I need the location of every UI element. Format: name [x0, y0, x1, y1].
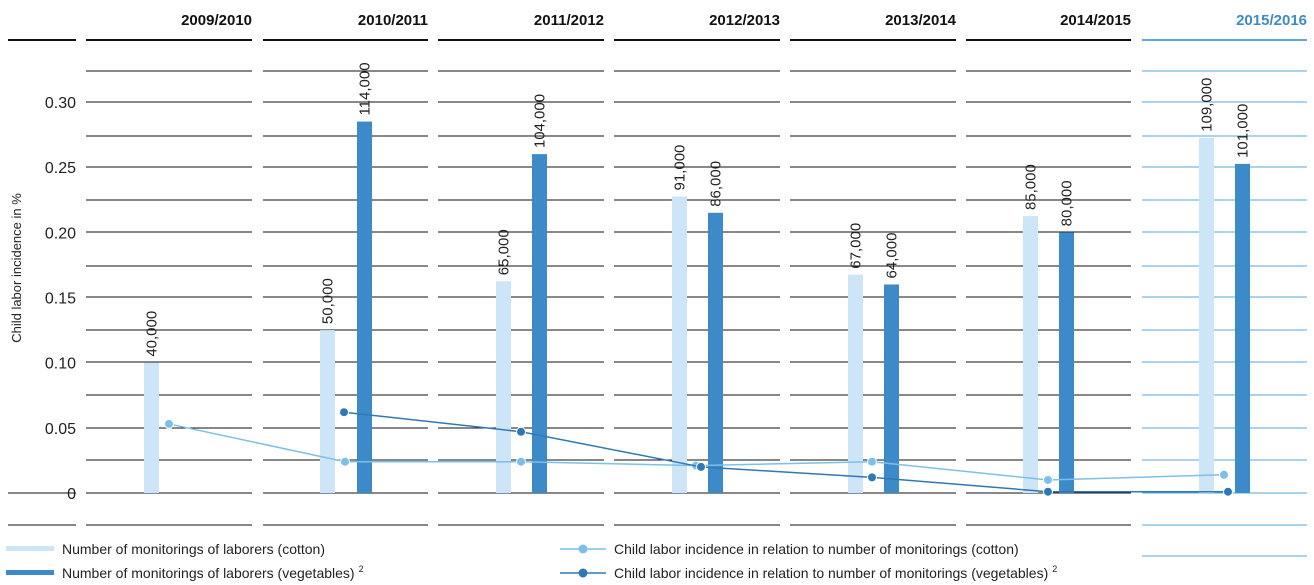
column-header: 2012/2013 — [709, 12, 780, 29]
bar-vegetables — [357, 121, 372, 493]
y-tick-label: 0.05 — [45, 421, 76, 438]
data-point — [339, 407, 349, 418]
y-tick-label: 0.25 — [45, 160, 76, 177]
y-tick-label: 0.20 — [45, 225, 76, 242]
column-header: 2014/2015 — [1060, 12, 1131, 29]
bar-cotton — [672, 196, 687, 493]
y-tick-label: 0.30 — [45, 95, 76, 112]
bar-vegetables — [1235, 163, 1250, 493]
bar-data-label: 86,000 — [708, 161, 725, 207]
bar-data-label: 64,000 — [884, 233, 901, 279]
data-point — [516, 426, 526, 437]
bar-data-label: 40,000 — [144, 311, 161, 357]
legend-label: Number of monitorings of laborers (cotto… — [62, 541, 325, 557]
legend-label: Number of monitorings of laborers (veget… — [62, 564, 364, 581]
bar-data-label: 80,000 — [1059, 180, 1076, 226]
data-point — [1043, 486, 1053, 497]
data-point — [867, 472, 877, 483]
bar-data-label: 67,000 — [848, 223, 865, 269]
bar-data-label: 114,000 — [357, 62, 374, 115]
bar-vegetables — [884, 284, 899, 493]
data-point — [164, 418, 174, 429]
bar-vegetables — [708, 212, 723, 493]
grid-lines — [8, 39, 1307, 557]
bar-vegetables — [532, 154, 547, 493]
y-tick-label: 0 — [67, 486, 76, 503]
column-header: 2011/2012 — [534, 12, 604, 29]
column-header: 2013/2014 — [885, 12, 957, 29]
bar-data-label: 91,000 — [672, 145, 689, 191]
bar-data-labels: 40,000 50,000 65,000 91,000 67,000 85,000 109,… — [144, 62, 1252, 356]
data-point — [1219, 469, 1229, 480]
bars — [144, 121, 1250, 493]
lines — [164, 407, 1233, 497]
column-header: 2015/2016 — [1236, 12, 1307, 29]
bar-cotton — [848, 274, 863, 493]
bar-cotton — [144, 362, 159, 493]
data-point — [1043, 474, 1053, 485]
column-header: 2010/2011 — [358, 12, 428, 29]
bar-data-label: 104,000 — [532, 94, 549, 148]
bar-vegetables — [1059, 232, 1074, 493]
legend-swatch-line-vegetables — [578, 568, 588, 578]
bar-data-label: 50,000 — [320, 278, 337, 324]
series-line — [343, 411, 1228, 493]
data-point — [1223, 486, 1233, 497]
data-point — [696, 461, 706, 472]
bar-data-label: 109,000 — [1199, 78, 1216, 132]
legend-label: Child labor incidence in relation to num… — [614, 541, 1019, 557]
y-tick-label: 0.15 — [45, 291, 76, 308]
y-axis: Child labor incidence in % 0 0.05 0.10 0.15… — [9, 95, 76, 503]
bar-data-label: 65,000 — [496, 229, 513, 275]
legend-swatch-vegetables — [6, 570, 54, 575]
column-header: 2009/2010 — [181, 12, 252, 29]
data-point — [867, 456, 877, 467]
legend-label: Child labor incidence in relation to num… — [614, 564, 1057, 581]
data-point — [516, 456, 526, 467]
bar-cotton — [320, 330, 335, 493]
bar-data-label: 85,000 — [1023, 164, 1040, 210]
legend-swatch-line-cotton — [578, 544, 588, 554]
column-headers: 2009/2010 2010/2011 2011/2012 2012/2013 2013… — [181, 12, 1307, 29]
data-point — [340, 456, 350, 467]
legend-swatch-cotton — [6, 546, 54, 551]
y-tick-label: 0.10 — [45, 356, 76, 373]
bar-data-label: 101,000 — [1235, 104, 1252, 158]
y-axis-label: Child labor incidence in % — [9, 193, 24, 343]
bar-cotton — [496, 281, 511, 493]
bar-cotton — [1023, 216, 1038, 493]
bar-cotton — [1199, 137, 1214, 493]
legend: Number of monitorings of laborers (cotto… — [6, 541, 1057, 581]
